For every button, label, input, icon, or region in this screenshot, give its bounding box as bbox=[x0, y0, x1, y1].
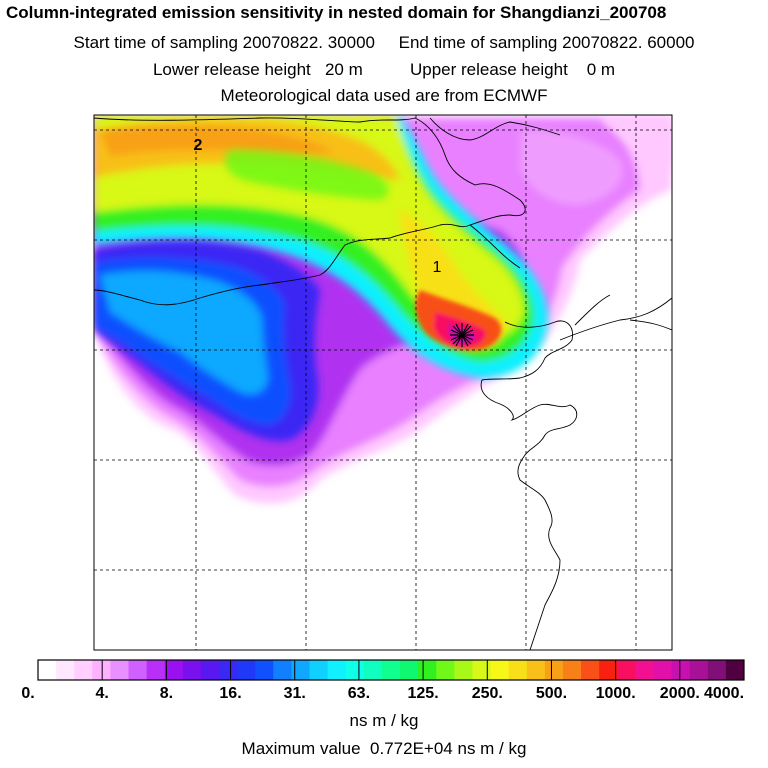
colorbar-segment bbox=[92, 660, 111, 680]
colorbar-tick-label: 16. bbox=[219, 685, 242, 702]
start-label: Start time of sampling bbox=[73, 33, 238, 52]
end-label: End time of sampling bbox=[398, 33, 558, 52]
release-heights: Lower release height 20 m Upper release … bbox=[0, 60, 768, 80]
colorbar-segment bbox=[363, 660, 383, 680]
met-data-line: Meteorological data used are from ECMWF bbox=[220, 86, 548, 105]
maximum-value-line: Maximum value 0.772E+04 ns m / kg bbox=[0, 739, 768, 759]
colorbar-segment bbox=[381, 660, 401, 680]
colorbar-tick-label: 250. bbox=[471, 685, 503, 702]
colorbar-segment bbox=[689, 660, 709, 680]
colorbar-tick-label: 4000. bbox=[703, 685, 745, 702]
receptor-star-icon bbox=[450, 323, 474, 347]
colorbar-segment bbox=[454, 660, 473, 680]
colorbar-segment bbox=[237, 660, 256, 680]
lower-label: Lower release height bbox=[152, 60, 311, 79]
colorbar-segment bbox=[581, 660, 600, 680]
colorbar-tick-label: 125. bbox=[407, 685, 439, 702]
colorbar-segment bbox=[617, 660, 636, 680]
colorbar-segment bbox=[291, 660, 311, 680]
upper-label: Upper release height bbox=[409, 60, 568, 79]
colorbar-segment bbox=[38, 660, 57, 680]
colorbar-segment bbox=[653, 660, 673, 680]
colorbar-segment bbox=[508, 660, 528, 680]
colorbar-segment bbox=[182, 660, 202, 680]
colorbar-segment bbox=[544, 660, 564, 680]
lower-value: 20 m bbox=[324, 60, 363, 79]
colorbar-segment bbox=[599, 660, 618, 680]
colorbar-segment bbox=[707, 660, 727, 680]
sampling-times: Start time of sampling 20070822. 30000 E… bbox=[0, 33, 768, 53]
colorbar-segment bbox=[725, 660, 745, 680]
colorbar-tick-label: 500. bbox=[535, 685, 568, 702]
colorbar-segment bbox=[345, 660, 365, 680]
colorbar-segment bbox=[490, 660, 510, 680]
colorbar-segment bbox=[418, 660, 437, 680]
colorbar bbox=[37, 659, 745, 681]
start-value: 20070822. 30000 bbox=[242, 33, 376, 52]
colorbar-segment bbox=[635, 660, 654, 680]
colorbar-segment bbox=[526, 660, 546, 680]
figure-title: Column-integrated emission sensitivity i… bbox=[6, 3, 667, 22]
map-panel: 1 2 bbox=[93, 114, 673, 651]
max-label: Maximum value bbox=[241, 739, 361, 758]
colorbar-segment bbox=[74, 660, 93, 680]
coastlines-borders bbox=[94, 117, 672, 650]
graticule bbox=[94, 115, 672, 650]
colorbar-segment bbox=[671, 660, 691, 680]
max-value: 0.772E+04 ns m / kg bbox=[370, 739, 527, 758]
colorbar-segment bbox=[436, 660, 455, 680]
colorbar-tick-label: 1000. bbox=[595, 685, 636, 702]
colorbar-segment bbox=[56, 660, 75, 680]
colorbar-segment bbox=[146, 660, 166, 680]
colorbar-tick-label: 2000. bbox=[659, 685, 700, 702]
colorbar-segment bbox=[562, 660, 582, 680]
colorbar-frame bbox=[37, 659, 745, 681]
end-value: 20070822. 60000 bbox=[562, 33, 695, 52]
marker-1-label: 1 bbox=[433, 259, 442, 276]
colorbar-segment bbox=[273, 660, 292, 680]
colorbar-segment bbox=[472, 660, 492, 680]
colorbar-segment bbox=[128, 660, 148, 680]
colorbar-segment bbox=[110, 660, 130, 680]
map-frame bbox=[93, 114, 673, 651]
colorbar-segment bbox=[200, 660, 220, 680]
colorbar-tick-label: 4. bbox=[95, 685, 109, 702]
upper-value: 0 m bbox=[586, 60, 616, 79]
colorbar-tick-label: 0. bbox=[21, 685, 35, 702]
sensitivity-field bbox=[94, 115, 672, 504]
colorbar-segment bbox=[327, 660, 347, 680]
colorbar-tick-label: 8. bbox=[159, 685, 174, 702]
colorbar-units: ns m / kg bbox=[349, 711, 419, 730]
colorbar-segment bbox=[400, 660, 419, 680]
colorbar-segment bbox=[164, 660, 184, 680]
marker-2-label: 2 bbox=[194, 137, 203, 154]
colorbar-segment bbox=[219, 660, 238, 680]
colorbar-tick-label: 31. bbox=[283, 685, 306, 702]
colorbar-segment bbox=[255, 660, 274, 680]
colorbar-tick-label: 63. bbox=[347, 685, 371, 702]
colorbar-segment bbox=[309, 660, 329, 680]
